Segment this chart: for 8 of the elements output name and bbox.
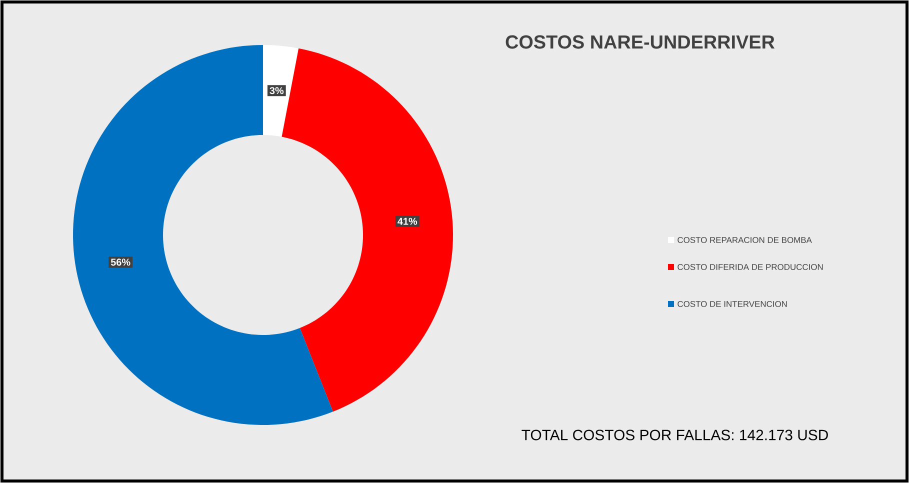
- legend-label: COSTO REPARACION DE BOMBA: [678, 237, 812, 243]
- legend-label: COSTO DIFERIDA DE PRODUCCION: [678, 264, 823, 270]
- data-label: 41%: [398, 218, 418, 225]
- chart-title: COSTOS NARE-UNDERRIVER: [506, 35, 775, 49]
- data-label: 56%: [110, 258, 130, 266]
- data-label: 3%: [270, 87, 284, 94]
- legend-label: COSTO DE INTERVENCION: [678, 301, 787, 307]
- text: TOTAL COSTOS POR FALLAS: 142.173 USD: [522, 430, 828, 440]
